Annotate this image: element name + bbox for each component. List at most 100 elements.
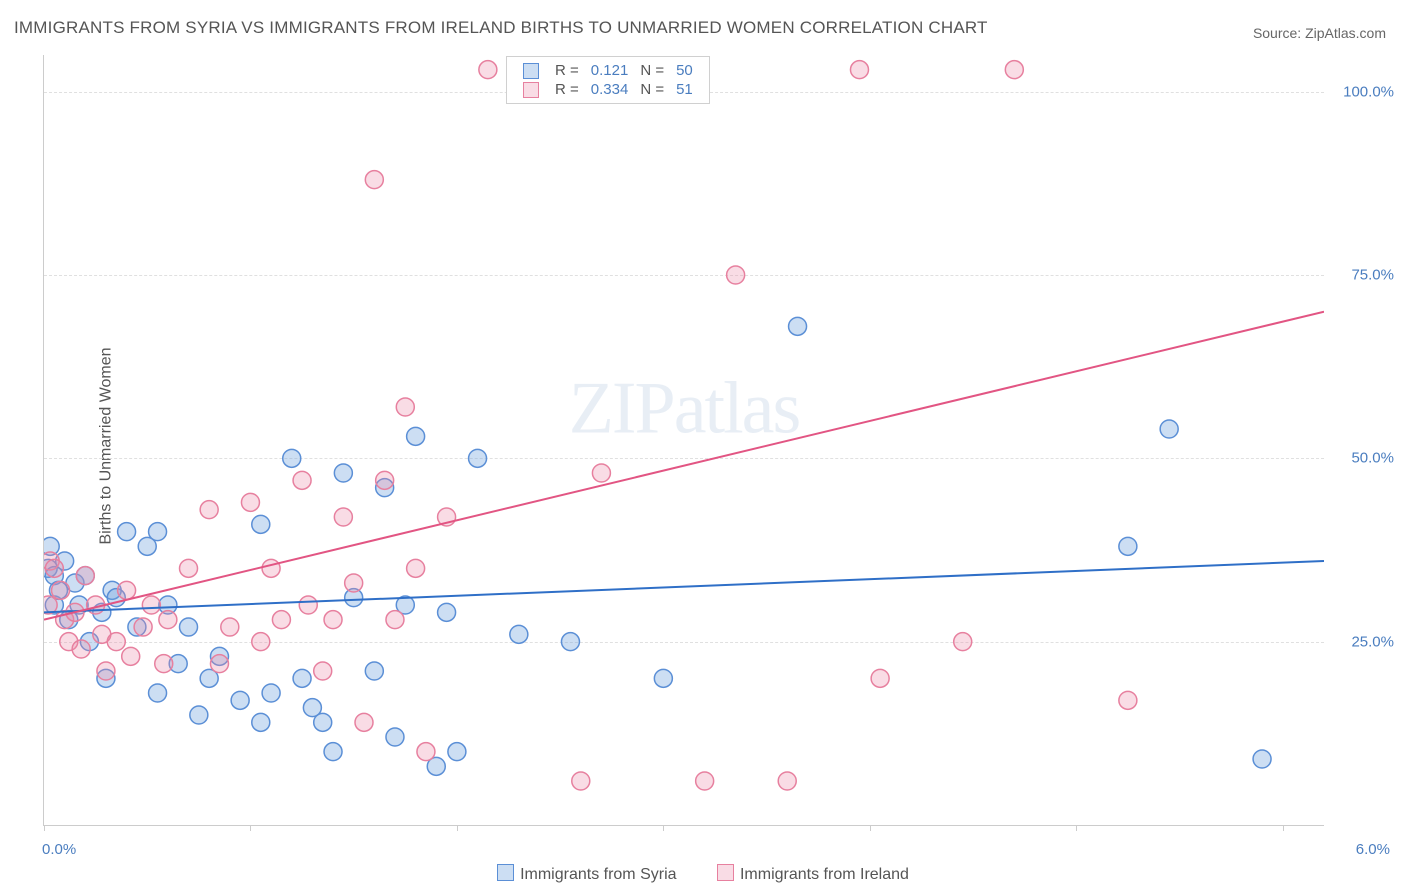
chart-svg xyxy=(44,55,1324,825)
data-point xyxy=(72,640,90,658)
data-point xyxy=(97,662,115,680)
data-point xyxy=(561,633,579,651)
data-point xyxy=(871,669,889,687)
data-point xyxy=(1005,61,1023,79)
data-point xyxy=(355,713,373,731)
data-point xyxy=(727,266,745,284)
data-point xyxy=(324,743,342,761)
data-point xyxy=(118,581,136,599)
data-point xyxy=(180,559,198,577)
x-tick xyxy=(663,825,664,831)
chart-title: IMMIGRANTS FROM SYRIA VS IMMIGRANTS FROM… xyxy=(14,18,988,38)
data-point xyxy=(1253,750,1271,768)
data-point xyxy=(407,427,425,445)
data-point xyxy=(1160,420,1178,438)
data-point xyxy=(231,691,249,709)
x-tick xyxy=(250,825,251,831)
data-point xyxy=(407,559,425,577)
data-point xyxy=(1119,537,1137,555)
data-point xyxy=(262,559,280,577)
data-point xyxy=(76,567,94,585)
legend-stats-row: R =0.334N =51 xyxy=(517,80,699,99)
data-point xyxy=(272,611,290,629)
data-point xyxy=(1119,691,1137,709)
x-tick xyxy=(457,825,458,831)
data-point xyxy=(396,398,414,416)
x-tick xyxy=(44,825,45,831)
y-tick-label: 25.0% xyxy=(1334,633,1394,650)
data-point xyxy=(200,501,218,519)
legend-stats-row: R =0.121N =50 xyxy=(517,61,699,80)
y-tick-label: 50.0% xyxy=(1334,450,1394,467)
legend-swatch-syria xyxy=(497,864,514,881)
source-label: Source: ZipAtlas.com xyxy=(1253,25,1386,41)
data-point xyxy=(118,523,136,541)
data-point xyxy=(386,611,404,629)
plot-area: ZIPatlas 25.0%50.0%75.0%100.0% R =0.121N… xyxy=(43,55,1324,826)
data-point xyxy=(572,772,590,790)
data-point xyxy=(510,625,528,643)
data-point xyxy=(345,574,363,592)
data-point xyxy=(314,662,332,680)
trend-line xyxy=(44,561,1324,612)
data-point xyxy=(180,618,198,636)
data-point xyxy=(324,611,342,629)
trend-line xyxy=(44,312,1324,620)
y-tick-label: 100.0% xyxy=(1334,83,1394,100)
data-point xyxy=(448,743,466,761)
legend-label-syria: Immigrants from Syria xyxy=(520,866,676,883)
data-point xyxy=(438,603,456,621)
data-point xyxy=(52,581,70,599)
data-point xyxy=(252,713,270,731)
data-point xyxy=(954,633,972,651)
x-tick xyxy=(870,825,871,831)
x-tick-min: 0.0% xyxy=(42,841,76,858)
data-point xyxy=(789,317,807,335)
data-point xyxy=(252,515,270,533)
data-point xyxy=(778,772,796,790)
data-point xyxy=(293,669,311,687)
data-point xyxy=(334,464,352,482)
data-point xyxy=(149,684,167,702)
data-point xyxy=(365,171,383,189)
chart-container: IMMIGRANTS FROM SYRIA VS IMMIGRANTS FROM… xyxy=(0,0,1406,892)
data-point xyxy=(142,596,160,614)
data-point xyxy=(190,706,208,724)
data-point xyxy=(417,743,435,761)
data-point xyxy=(159,611,177,629)
data-point xyxy=(149,523,167,541)
data-point xyxy=(45,559,63,577)
data-point xyxy=(241,493,259,511)
data-point xyxy=(107,633,125,651)
data-point xyxy=(469,449,487,467)
data-point xyxy=(654,669,672,687)
data-point xyxy=(293,471,311,489)
y-tick-label: 75.0% xyxy=(1334,267,1394,284)
legend-item-ireland: Immigrants from Ireland xyxy=(717,864,909,884)
data-point xyxy=(299,596,317,614)
x-tick xyxy=(1283,825,1284,831)
legend-swatch-ireland xyxy=(717,864,734,881)
data-point xyxy=(479,61,497,79)
legend-item-syria: Immigrants from Syria xyxy=(497,864,676,884)
data-point xyxy=(252,633,270,651)
data-point xyxy=(850,61,868,79)
data-point xyxy=(592,464,610,482)
data-point xyxy=(365,662,383,680)
legend-series: Immigrants from Syria Immigrants from Ir… xyxy=(0,864,1406,884)
data-point xyxy=(376,471,394,489)
data-point xyxy=(122,647,140,665)
data-point xyxy=(696,772,714,790)
data-point xyxy=(334,508,352,526)
data-point xyxy=(386,728,404,746)
legend-label-ireland: Immigrants from Ireland xyxy=(740,866,909,883)
data-point xyxy=(314,713,332,731)
data-point xyxy=(210,655,228,673)
legend-stats: R =0.121N =50R =0.334N =51 xyxy=(506,56,710,104)
data-point xyxy=(134,618,152,636)
data-point xyxy=(155,655,173,673)
data-point xyxy=(262,684,280,702)
data-point xyxy=(283,449,301,467)
data-point xyxy=(221,618,239,636)
x-tick xyxy=(1076,825,1077,831)
